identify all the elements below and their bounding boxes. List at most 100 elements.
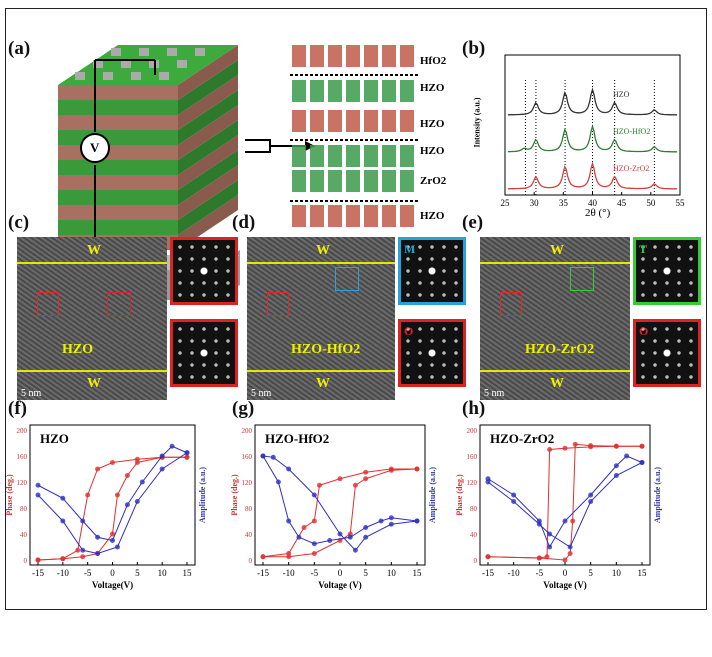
layer-label: HfO2 (420, 55, 447, 67)
figure-border (5, 8, 707, 610)
stack-layer-side (178, 135, 238, 190)
unit-cell (310, 170, 324, 192)
series-line (37, 456, 187, 561)
layer-label: HZO (420, 210, 445, 222)
film-label: HZO-ZrO2 (525, 342, 595, 357)
panel-label-f: (f) (8, 398, 27, 419)
data-point (485, 479, 491, 485)
xrd-tick-label: 50 (646, 198, 656, 208)
y-tick-label: 160 (242, 453, 253, 461)
y-tick-label: 80 (20, 505, 28, 513)
electrode (103, 72, 113, 80)
y-tick-label: 120 (467, 479, 478, 487)
chart-title: HZO (40, 431, 69, 446)
top-electrode-label: W (316, 243, 330, 258)
x-tick-label: -10 (57, 568, 69, 578)
data-point (485, 554, 491, 560)
unit-cell (346, 80, 360, 102)
data-point (388, 521, 394, 527)
stack-layer (58, 220, 178, 235)
chart-title: HZO-HfO2 (265, 431, 329, 446)
interface-line (480, 262, 630, 264)
x-tick-label: -15 (257, 568, 269, 578)
y-tick-label: 120 (17, 479, 28, 487)
x-tick-label: -10 (508, 568, 520, 578)
stack-layer-side (178, 45, 238, 100)
x-tick-label: -5 (84, 568, 92, 578)
data-point (159, 453, 165, 459)
unit-cell (364, 80, 378, 102)
unit-cell (364, 110, 378, 132)
xrd-tick-label: 25 (501, 198, 511, 208)
stack-layer (58, 190, 178, 205)
y-axis-label: Phase (deg.) (230, 474, 239, 516)
y-tick-label: 200 (467, 427, 478, 435)
region-box (500, 292, 522, 316)
data-point (378, 518, 384, 524)
data-point (337, 476, 343, 482)
xrd-series-label: HZO-ZrO2 (613, 164, 649, 173)
electrode (177, 60, 187, 68)
fft-label: M (404, 242, 416, 256)
y2-axis-label: Amplitude (a.u.) (653, 467, 662, 524)
unit-cell (310, 145, 324, 167)
data-point (562, 518, 568, 524)
unit-cell (382, 170, 396, 192)
scale-bar: 5 nm (251, 388, 272, 399)
unit-cell (364, 205, 378, 227)
tem-image: W W HZO-ZrO2 5 nm (480, 237, 630, 400)
scale-bar: 5 nm (21, 388, 42, 399)
data-point (347, 534, 353, 540)
data-point (286, 554, 292, 560)
data-point (134, 460, 140, 465)
data-point (95, 534, 101, 540)
data-point (388, 515, 394, 521)
y-tick-label: 160 (17, 453, 28, 461)
xrd-xlabel: 2θ (°) (585, 207, 611, 219)
series-line (37, 445, 188, 542)
unit-cell (328, 205, 342, 227)
unit-cell (310, 80, 324, 102)
x-tick-label: 0 (338, 568, 343, 578)
interface-line (480, 370, 630, 372)
chart-title: HZO-ZrO2 (490, 431, 554, 446)
unit-cell (310, 205, 324, 227)
x-axis-label: Voltage(V) (92, 580, 133, 590)
y-tick-label: 0 (24, 557, 28, 565)
data-point (536, 555, 542, 561)
data-point (547, 544, 553, 550)
top-electrode-label: W (87, 243, 101, 258)
xrd-tick-label: 55 (676, 198, 686, 208)
xrd-series-label: HZO-HfO2 (613, 127, 650, 136)
data-point (114, 492, 120, 498)
unit-cell (328, 45, 342, 67)
unit-cell (310, 45, 324, 67)
unit-cell (382, 205, 396, 227)
data-point (613, 443, 619, 449)
x-tick-label: -5 (536, 568, 544, 578)
unit-cell (292, 45, 306, 67)
y-tick-label: 200 (17, 427, 28, 435)
xrd-curve (507, 161, 678, 190)
unit-cell (400, 110, 414, 132)
region-box (107, 292, 131, 316)
data-point (311, 518, 317, 524)
x-tick-label: 5 (363, 568, 368, 578)
layer-label: HZO (420, 145, 445, 157)
bottom-electrode-label: W (87, 376, 101, 391)
series-line (487, 462, 643, 548)
film-label: HZO-HfO2 (291, 342, 361, 357)
data-point (352, 482, 358, 488)
data-point (124, 502, 130, 508)
unit-cell (346, 170, 360, 192)
unit-cell (382, 110, 396, 132)
data-point (363, 469, 369, 475)
series-line (37, 452, 188, 555)
data-point (80, 518, 86, 524)
data-point (337, 531, 343, 537)
data-point (60, 495, 66, 501)
data-point (60, 556, 66, 562)
unit-cell (346, 205, 360, 227)
